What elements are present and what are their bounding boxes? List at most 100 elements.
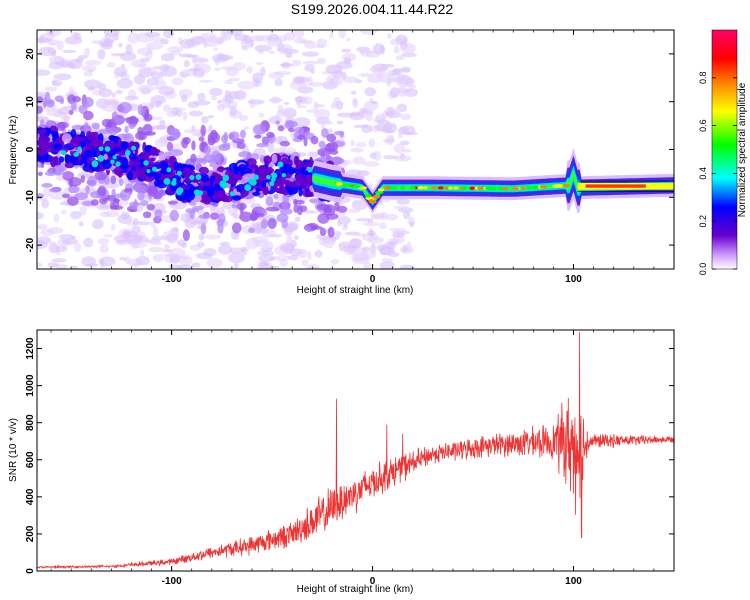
spectrogram-noise-blob <box>162 104 171 112</box>
spectrogram-noise-blob <box>393 143 405 154</box>
y-tick-label: 600 <box>25 451 36 468</box>
spectrogram-noise-blob <box>78 221 85 227</box>
spectrogram-noise-blob <box>37 236 52 245</box>
spectrogram-noise-blob <box>136 220 152 226</box>
spectrogram-noise-blob <box>203 40 208 49</box>
spectrogram-blob <box>265 206 280 212</box>
spectrogram-blob <box>282 192 290 205</box>
spectrogram-noise-blob <box>264 241 274 251</box>
y-tick-label: 1200 <box>25 337 36 360</box>
colorbar: 0.0 0.2 0.4 0.6 0.8 Normalized spectral ampl… <box>698 29 748 276</box>
spectrogram-core <box>271 153 278 164</box>
spectrogram-blob <box>337 205 348 213</box>
spectrogram-blob <box>207 131 221 144</box>
spectrogram-core <box>159 161 169 171</box>
spectrogram-noise-blob <box>37 69 51 76</box>
spectrogram-peak <box>124 149 131 156</box>
spectrogram-blob <box>157 190 168 196</box>
spectrogram-blob <box>217 223 224 234</box>
spectrogram-blob <box>327 226 335 238</box>
spectrogram-noise-blob <box>47 262 59 268</box>
spectrogram-noise-blob <box>294 117 311 128</box>
colorbar-tick-label: 0.6 <box>698 119 708 132</box>
spectrogram-noise-blob <box>324 121 334 125</box>
spectrogram-noise-blob <box>382 155 398 160</box>
spectrogram-blob <box>124 188 130 193</box>
spectrogram-blob <box>254 134 262 139</box>
spectrogram-noise-blob <box>374 122 393 132</box>
spectrogram-noise-blob <box>37 212 45 220</box>
spectrogram-noise-blob <box>255 61 264 66</box>
spectrogram-blob <box>44 171 57 177</box>
spectrogram-noise-blob <box>351 199 368 210</box>
spectrogram-blob <box>138 130 145 140</box>
x-tick-label: -100 <box>162 274 182 285</box>
spectrogram-blob <box>303 136 308 147</box>
spectrogram-blob <box>198 214 211 220</box>
spectrogram-noise-blob <box>286 113 297 118</box>
spectrogram-blob <box>118 101 132 114</box>
spectrogram-noise-blob <box>183 59 190 68</box>
spectrogram-peak <box>131 145 137 151</box>
spectrogram-noise-blob <box>158 86 175 96</box>
spectrogram-blob <box>239 129 246 139</box>
spectrogram-noise-blob <box>87 86 95 92</box>
tone-band-mid <box>312 161 674 208</box>
spectrogram-noise-blob <box>69 86 75 96</box>
tone-band-spot <box>371 195 381 199</box>
colorbar-tick-label: 0.0 <box>698 263 708 276</box>
spectrogram-noise-blob <box>338 247 354 252</box>
spectrogram-peak <box>281 173 286 178</box>
spectrogram-noise-blob <box>209 87 223 97</box>
spectrogram-noise-blob <box>130 59 146 68</box>
spectrogram-noise-blob <box>129 240 148 249</box>
spectrogram-blob <box>293 203 299 213</box>
spectrogram-noise-blob <box>168 107 187 111</box>
spectrogram-noise-blob <box>225 67 239 77</box>
spectrogram-noise-blob <box>180 213 192 223</box>
spectrogram-noise-blob <box>338 30 347 39</box>
colorbar-tick-label: 0.4 <box>698 167 708 180</box>
spectrogram-noise-blob <box>48 30 54 36</box>
spectrogram-core <box>131 160 141 167</box>
spectrogram-noise-blob <box>152 254 165 263</box>
spectrogram-noise-blob <box>180 94 188 103</box>
spectrogram-noise-blob <box>400 66 412 73</box>
tone-band-spot <box>511 186 520 191</box>
spectrogram-blob <box>288 127 295 133</box>
spectrogram-noise-blob <box>124 256 131 265</box>
spectrogram-noise-blob <box>301 96 313 105</box>
spectrogram-blob <box>329 149 339 155</box>
spectrogram-noise-blob <box>152 226 159 237</box>
spectrogram-blob <box>200 222 207 235</box>
tone-band-spot <box>521 186 526 190</box>
spectrogram-noise-blob <box>353 233 367 237</box>
spectrogram-peak <box>104 146 111 152</box>
spectrogram-ylabel: Frequency (Hz) <box>8 116 19 185</box>
tone-band-spot <box>430 186 438 190</box>
spectrogram-blob <box>297 134 306 140</box>
spectrogram-noise-blob <box>181 242 188 249</box>
spectrogram-noise-blob <box>258 254 276 263</box>
spectrogram-noise-blob <box>178 53 193 58</box>
spectrogram-noise-blob <box>333 96 341 108</box>
spectrogram-noise-blob <box>57 107 70 116</box>
spectrogram-noise-blob <box>329 32 334 39</box>
spectrogram-peak <box>177 187 184 194</box>
spectrogram-noise-blob <box>409 221 415 228</box>
spectrogram-blob <box>310 135 319 145</box>
spectrogram-blob <box>124 125 129 134</box>
spectrogram-blob <box>210 212 220 220</box>
tone-band-spot <box>423 186 428 190</box>
spectrogram-noise-blob <box>385 106 395 117</box>
tone-band-spot <box>488 186 496 191</box>
spectrogram-noise-blob <box>268 72 284 79</box>
spectrogram-noise-blob <box>134 74 146 85</box>
spectrogram-noise-blob <box>217 99 222 104</box>
spectrogram-noise-blob <box>188 68 202 72</box>
tone-band-spot <box>469 186 476 190</box>
spectrogram-noise-blob <box>150 220 156 228</box>
spectrogram-blob <box>327 141 339 152</box>
spectrogram-blob <box>299 205 308 212</box>
